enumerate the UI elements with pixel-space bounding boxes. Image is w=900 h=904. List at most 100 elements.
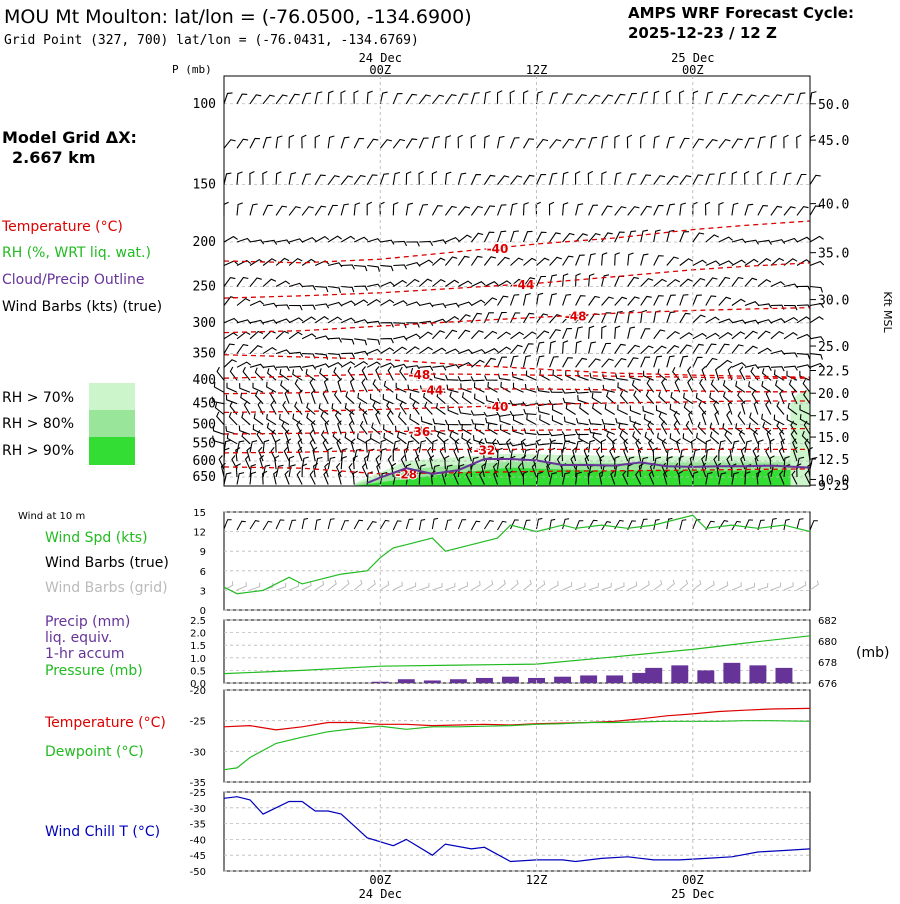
legend-wind10-title: Wind at 10 m bbox=[18, 511, 85, 522]
pressure-axis-label: P (mb) bbox=[172, 63, 212, 76]
temperature-dewpoint-panel: -35 -30 -25 -20 bbox=[190, 686, 811, 789]
wind-barb bbox=[458, 280, 473, 287]
wind-barb bbox=[457, 419, 472, 426]
wind-barb bbox=[478, 470, 485, 485]
forecast-cycle-value: 2025-12-23 / 12 Z bbox=[628, 24, 777, 42]
wind-barb-grid bbox=[809, 580, 819, 591]
wind-barb-true bbox=[314, 518, 321, 531]
wind-barb bbox=[741, 400, 746, 415]
wind-barb bbox=[757, 136, 766, 149]
wind-barb bbox=[262, 204, 273, 216]
wind-barb bbox=[419, 320, 434, 326]
wind-barb bbox=[446, 384, 459, 393]
wind-barb bbox=[698, 401, 707, 415]
wind-barb bbox=[262, 302, 278, 308]
wind-barb-true bbox=[796, 518, 804, 530]
wind-barb bbox=[770, 350, 786, 355]
wind-barb bbox=[212, 425, 225, 435]
wind-barb bbox=[618, 422, 629, 435]
wind-barb bbox=[647, 438, 655, 453]
wind-barb bbox=[644, 431, 655, 445]
wind-barb bbox=[301, 364, 317, 370]
wind-barb bbox=[223, 343, 235, 354]
wind-barb bbox=[422, 370, 433, 381]
wind-barb bbox=[366, 90, 373, 104]
wind-barb bbox=[809, 316, 824, 324]
wind-barb bbox=[226, 433, 238, 445]
wind-barb-grid bbox=[666, 579, 676, 591]
wind-barb-grid bbox=[523, 579, 532, 591]
wind-barb bbox=[341, 352, 355, 358]
wind-barb bbox=[774, 380, 785, 393]
wind-barb bbox=[701, 410, 707, 425]
wind-barb bbox=[457, 314, 471, 324]
wind-barb bbox=[761, 413, 772, 426]
wind-barb bbox=[497, 175, 510, 185]
wind-barb bbox=[809, 336, 825, 342]
wind-barb bbox=[309, 429, 316, 444]
wind-barb bbox=[587, 470, 594, 485]
wind-barb-grid bbox=[288, 582, 299, 591]
pressure-tick-label: 400 bbox=[193, 373, 216, 388]
wind-barb bbox=[340, 90, 346, 104]
wind-barb bbox=[575, 233, 588, 243]
wind-barb bbox=[314, 235, 330, 243]
wind-barb bbox=[791, 470, 798, 485]
wind-barb-grid bbox=[731, 582, 742, 591]
legend-precip-2: liq. equiv. bbox=[45, 630, 112, 646]
wind-barb bbox=[223, 472, 232, 485]
wind-barb bbox=[471, 348, 486, 355]
bottom-time-tick-label: 12Z bbox=[526, 873, 548, 887]
wind-barb bbox=[535, 440, 550, 446]
wind-barb bbox=[617, 404, 628, 415]
wind-barb-grid bbox=[575, 582, 586, 591]
wind-barb bbox=[588, 136, 598, 149]
wind-barb bbox=[666, 345, 680, 354]
wind-barb bbox=[275, 330, 290, 340]
top-date-label: 24 Dec bbox=[359, 51, 402, 65]
wind-barb bbox=[562, 328, 572, 340]
wind-barb bbox=[263, 365, 278, 371]
wind-barb bbox=[249, 137, 261, 149]
wind-barb bbox=[499, 416, 511, 426]
wind-barb bbox=[744, 239, 760, 245]
wind-barb bbox=[241, 431, 251, 445]
temperature-contour-label: -40 bbox=[487, 400, 509, 414]
wind-barb bbox=[705, 471, 713, 485]
wind-barb-grid bbox=[796, 581, 807, 591]
height-tick-label: 15.0 bbox=[818, 431, 849, 446]
wind-barb bbox=[509, 230, 519, 243]
wind-barb bbox=[471, 419, 485, 426]
wind-barb bbox=[549, 340, 556, 354]
wind-barb-grid bbox=[406, 582, 417, 591]
wind-barb bbox=[648, 470, 655, 485]
wind-barb-grid bbox=[627, 581, 638, 591]
wind-barb bbox=[392, 447, 398, 462]
wind-barb-grid bbox=[588, 582, 599, 591]
wind-barb bbox=[638, 463, 644, 478]
wind-barb bbox=[393, 300, 408, 306]
wind-barb bbox=[327, 456, 336, 470]
wind-barb bbox=[562, 314, 575, 324]
wind-barb bbox=[682, 433, 694, 445]
wind-barb bbox=[263, 239, 278, 245]
wind-barb bbox=[249, 463, 256, 478]
wind-barb bbox=[731, 259, 746, 266]
wind-barb bbox=[223, 172, 232, 185]
wind-barb bbox=[484, 297, 498, 306]
wind-barb bbox=[705, 332, 720, 340]
wind-barb bbox=[454, 438, 460, 453]
wind-barb bbox=[337, 420, 342, 435]
wind-barb bbox=[306, 402, 316, 415]
grid-point-text: Grid Point (327, 700) lat/lon = (-76.043… bbox=[4, 33, 419, 48]
wind-barb bbox=[627, 310, 635, 323]
wind-barb bbox=[279, 414, 290, 426]
wind-barb bbox=[314, 205, 327, 216]
wind-barb bbox=[327, 235, 342, 243]
wind-barb bbox=[522, 355, 531, 368]
wind-barb bbox=[244, 455, 251, 470]
wind-barb-true bbox=[275, 519, 285, 530]
wind-barb bbox=[622, 470, 629, 485]
wind-barb bbox=[601, 312, 612, 324]
legend-cloud-outline: Cloud/Precip Outline bbox=[2, 272, 145, 288]
